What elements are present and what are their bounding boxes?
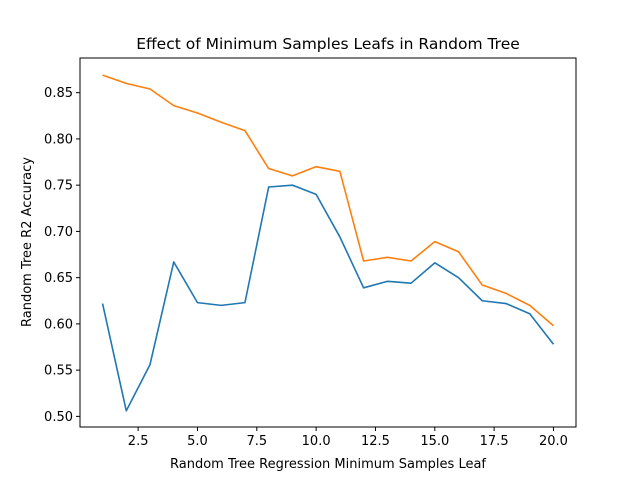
y-tick-label: 0.70 [44,225,73,240]
x-axis: 2.5 5.0 7.5 10.0 12.5 15.0 17.5 20.0 [128,427,568,449]
y-tick-label: 0.65 [44,271,73,286]
y-tick-label: 0.50 [44,410,73,425]
x-axis-label: Random Tree Regression Minimum Samples L… [170,457,486,472]
x-tick-label: 20.0 [539,434,568,449]
y-axis: 0.50 0.55 0.60 0.65 0.70 0.75 0.80 0.85 [44,86,80,425]
x-tick-label: 7.5 [246,434,267,449]
chart-title: Effect of Minimum Samples Leafs in Rando… [136,35,520,53]
x-tick-label: 5.0 [187,434,208,449]
x-tick-label: 10.0 [302,434,331,449]
x-tick-label: 2.5 [128,434,149,449]
y-tick-label: 0.60 [44,317,73,332]
y-tick-label: 0.75 [44,179,73,194]
series-line-1 [101,184,555,412]
y-tick-label: 0.80 [44,132,73,147]
x-tick-label: 12.5 [361,434,390,449]
y-tick-label: 0.55 [44,364,73,379]
series-line-2 [102,74,554,327]
plot-frame [79,57,577,428]
series-lines [101,74,555,412]
x-tick-label: 17.5 [480,434,509,449]
y-axis-label: Random Tree R2 Accuracy [20,157,35,327]
x-tick-label: 15.0 [420,434,449,449]
y-tick-label: 0.85 [44,86,73,101]
